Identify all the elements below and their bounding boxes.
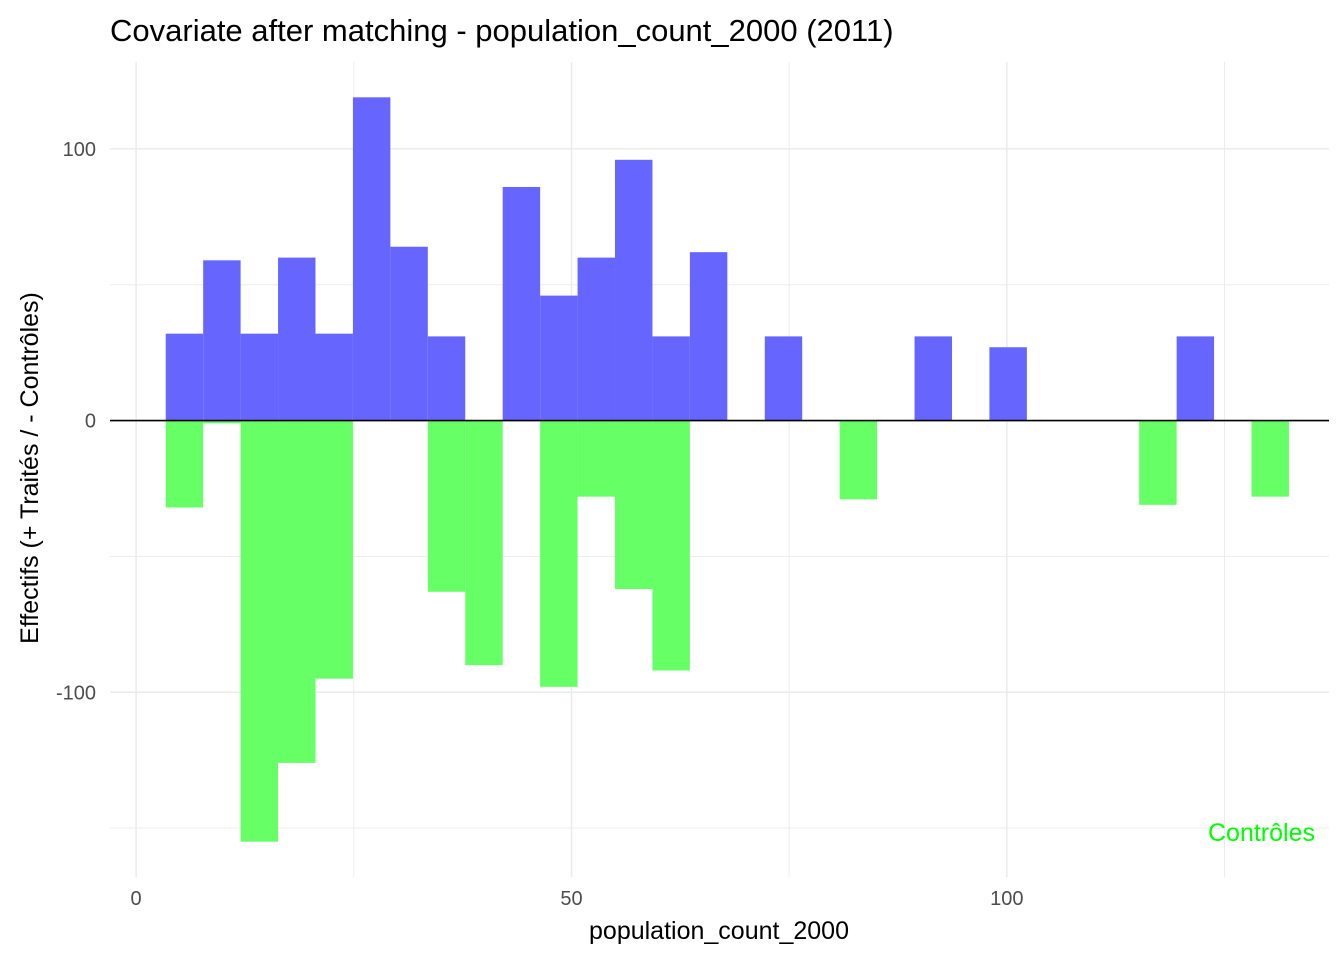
treated-bar — [652, 336, 690, 421]
treated-bar — [352, 97, 391, 421]
control-bar — [540, 420, 578, 687]
treated-bar — [577, 257, 616, 421]
x-tick-label: 0 — [131, 888, 142, 910]
controls-annotation: Contrôles — [1208, 819, 1315, 847]
treated-bar — [689, 252, 728, 421]
control-bar — [1139, 420, 1177, 505]
treated-bar — [203, 260, 241, 421]
treated-bar — [502, 186, 541, 421]
treated-bar — [989, 347, 1027, 421]
control-bar — [465, 420, 503, 666]
control-bar — [1251, 420, 1289, 497]
control-bar — [652, 420, 690, 671]
y-axis-label: Effectifs (+ Traités / - Contrôles) — [16, 292, 44, 644]
treated-bar — [615, 159, 653, 421]
treated-bar — [914, 336, 952, 421]
chart-title: Covariate after matching - population_co… — [110, 13, 894, 48]
control-bar — [315, 420, 353, 679]
treated-bar — [1176, 336, 1215, 421]
treated-bar — [278, 257, 316, 421]
control-bar — [203, 420, 241, 424]
treated-bar — [240, 333, 279, 421]
treated-bar — [540, 295, 578, 421]
control-bar — [839, 420, 878, 500]
treated-bar — [165, 333, 204, 421]
control-bar — [165, 420, 204, 508]
x-tick-label: 100 — [990, 888, 1023, 910]
control-bar — [240, 420, 279, 842]
treated-bar — [390, 246, 428, 421]
bars — [165, 97, 1289, 842]
tick-labels: 0 50 100 -100 0 100 — [56, 139, 1024, 910]
treated-bar — [427, 336, 466, 421]
control-bar — [427, 420, 466, 592]
control-bar — [615, 420, 653, 590]
x-axis-label: population_count_2000 — [589, 917, 849, 945]
y-tick-label: -100 — [56, 682, 96, 704]
control-bar — [278, 420, 316, 763]
x-tick-label: 50 — [560, 888, 582, 910]
y-tick-label: 100 — [63, 139, 96, 161]
control-bar — [577, 420, 616, 497]
treated-bar — [315, 333, 353, 421]
y-tick-label: 0 — [85, 411, 96, 433]
treated-bar — [764, 336, 803, 421]
